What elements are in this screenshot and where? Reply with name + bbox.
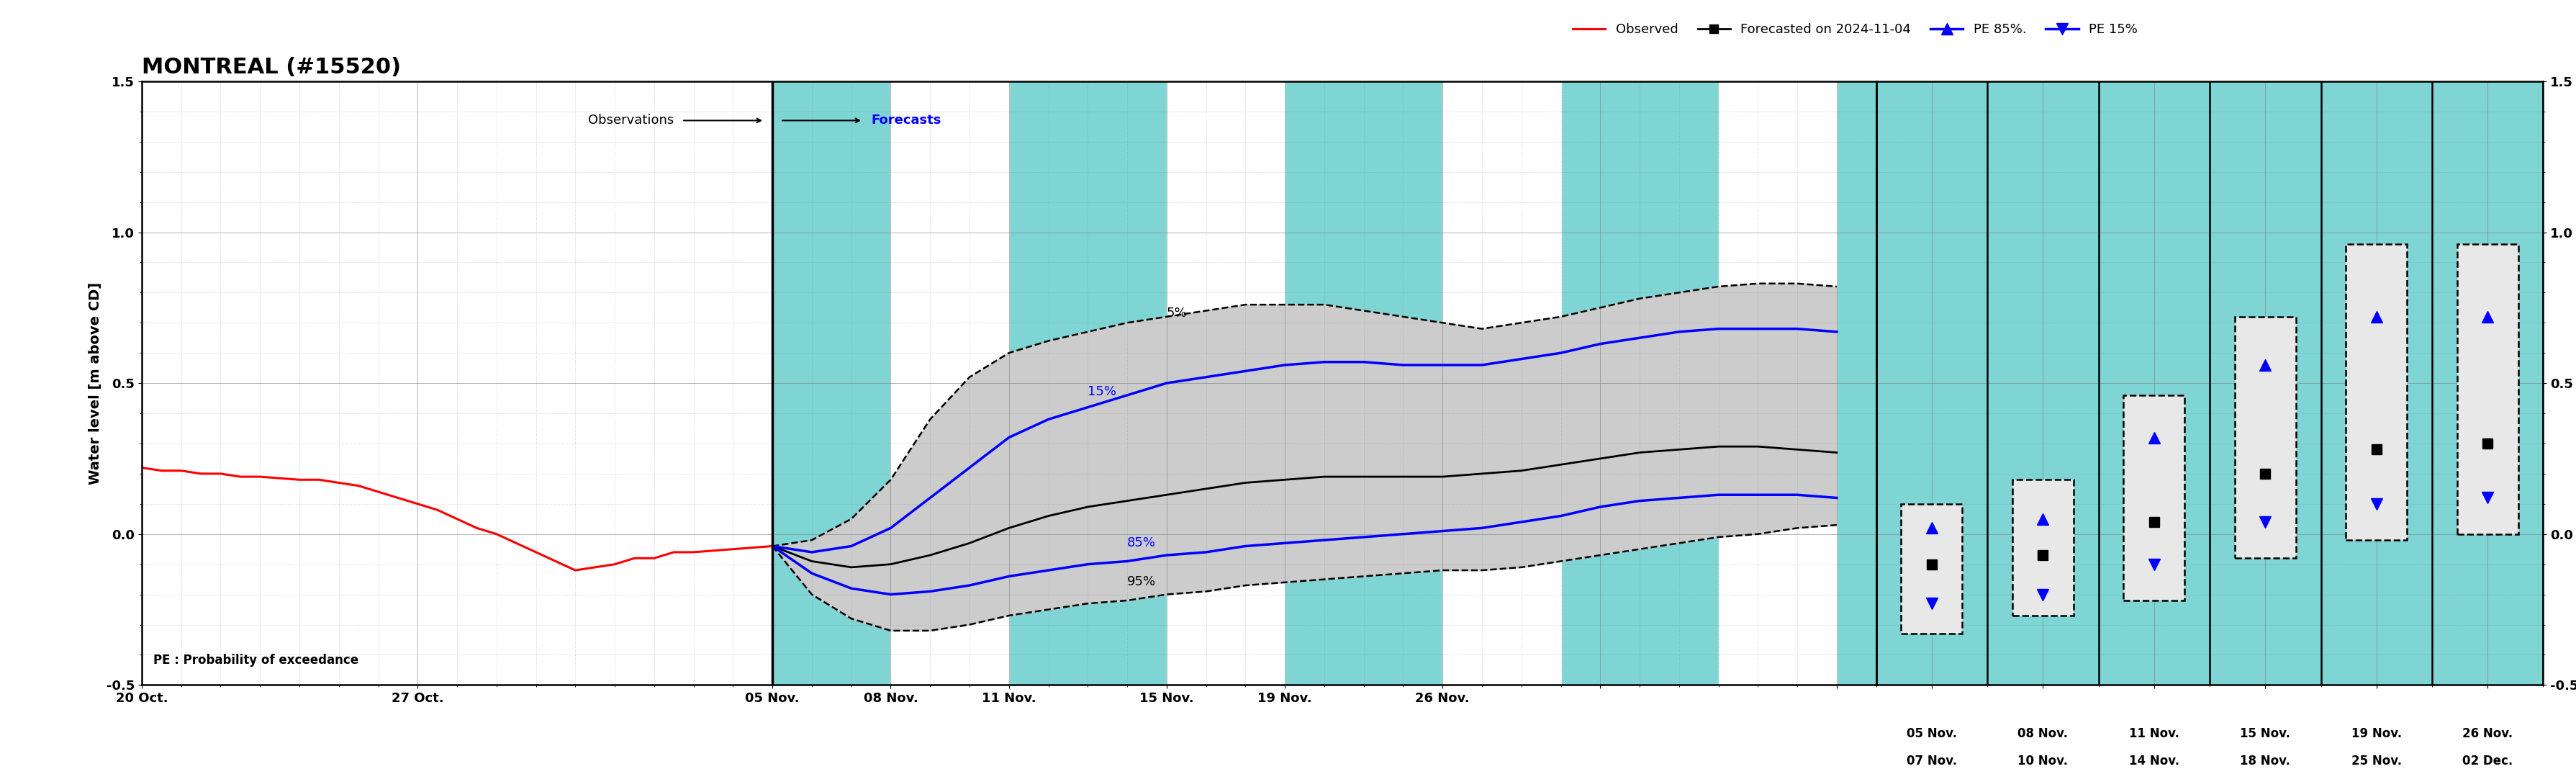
Bar xyxy=(1285,81,1443,685)
Y-axis label: Water level [m above CD]: Water level [m above CD] xyxy=(88,282,103,485)
Bar xyxy=(2321,81,2432,685)
Text: PE : Probability of exceedance: PE : Probability of exceedance xyxy=(155,654,358,666)
Bar xyxy=(1837,81,1875,685)
Bar xyxy=(1901,504,1963,634)
Text: MONTREAL (#15520): MONTREAL (#15520) xyxy=(142,57,402,77)
Text: 85%: 85% xyxy=(1126,536,1157,549)
Bar xyxy=(2012,480,2074,615)
Text: 10 Nov.: 10 Nov. xyxy=(2017,755,2069,768)
Bar xyxy=(1718,81,1837,685)
Text: 07 Nov.: 07 Nov. xyxy=(1906,755,1955,768)
Bar xyxy=(1561,81,1718,685)
Text: 14 Nov.: 14 Nov. xyxy=(2128,755,2179,768)
Text: 11 Nov.: 11 Nov. xyxy=(2128,728,2179,741)
Bar xyxy=(1986,81,2097,685)
Bar xyxy=(1010,81,1167,685)
Text: 02 Dec.: 02 Dec. xyxy=(2463,755,2512,768)
Bar xyxy=(1167,81,1285,685)
Bar xyxy=(2210,81,2321,685)
Text: 18 Nov.: 18 Nov. xyxy=(2239,755,2290,768)
Bar xyxy=(773,81,891,685)
Text: 08 Nov.: 08 Nov. xyxy=(2017,728,2069,741)
Bar xyxy=(2097,81,2210,685)
Text: 15 Nov.: 15 Nov. xyxy=(2239,728,2290,741)
Text: 5%: 5% xyxy=(1167,307,1188,320)
Text: Observations: Observations xyxy=(587,114,675,127)
Text: 26 Nov.: 26 Nov. xyxy=(2463,728,2512,741)
Text: Forecasts: Forecasts xyxy=(871,114,940,127)
Text: 25 Nov.: 25 Nov. xyxy=(2349,755,2401,768)
Bar xyxy=(2432,81,2543,685)
Bar xyxy=(1875,81,1986,685)
Text: 95%: 95% xyxy=(1126,575,1157,588)
Bar xyxy=(1443,81,1561,685)
Bar xyxy=(891,81,1010,685)
Bar xyxy=(142,81,773,685)
Text: 15%: 15% xyxy=(1087,385,1115,398)
Text: 19 Nov.: 19 Nov. xyxy=(2349,728,2401,741)
Text: 05 Nov.: 05 Nov. xyxy=(1906,728,1955,741)
Bar xyxy=(2123,396,2184,601)
Legend: Observed, Forecasted on 2024-11-04, PE 85%., PE 15%: Observed, Forecasted on 2024-11-04, PE 8… xyxy=(1566,18,2143,42)
Bar xyxy=(2344,245,2406,540)
Bar xyxy=(2233,317,2295,558)
Bar xyxy=(2458,245,2517,534)
